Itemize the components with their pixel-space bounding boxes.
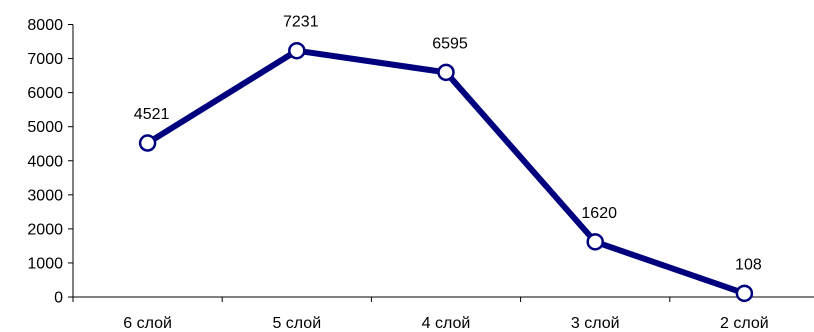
x-tick-label: 6 слой [123, 315, 172, 332]
x-tick-label: 4 слой [422, 315, 471, 332]
y-tick-label: 0 [54, 290, 63, 307]
data-labels: 4521 7231 6595 1620 108 [134, 14, 762, 274]
data-label: 4521 [134, 106, 170, 123]
data-point [735, 284, 754, 303]
y-tick-label: 2000 [27, 221, 63, 238]
data-point [138, 134, 157, 152]
y-tick-label: 7000 [27, 51, 63, 68]
data-point [437, 63, 455, 82]
y-tick-label: 6000 [27, 85, 63, 102]
data-label: 7231 [283, 14, 319, 31]
y-tick-label: 4000 [27, 153, 63, 170]
data-point [288, 41, 306, 60]
series-markers [138, 41, 754, 303]
data-label: 1620 [581, 205, 617, 222]
series-line [146, 47, 746, 297]
data-label: 108 [735, 256, 762, 273]
y-tick-label: 1000 [27, 255, 63, 272]
x-axis-ticks: 6 слой 5 слой 4 слой 3 слой 2 слой [72, 297, 769, 332]
data-point [586, 233, 604, 251]
y-axis-ticks: 0 1000 2000 3000 4000 5000 6000 7000 8000 [27, 17, 73, 307]
y-tick-label: 5000 [27, 119, 63, 136]
x-tick-label: 2 слой [720, 315, 769, 332]
y-tick-label: 3000 [27, 187, 63, 204]
x-tick-label: 5 слой [272, 315, 321, 332]
data-label: 6595 [432, 35, 468, 52]
x-tick-label: 3 слой [571, 315, 620, 332]
y-tick-label: 8000 [27, 17, 63, 34]
